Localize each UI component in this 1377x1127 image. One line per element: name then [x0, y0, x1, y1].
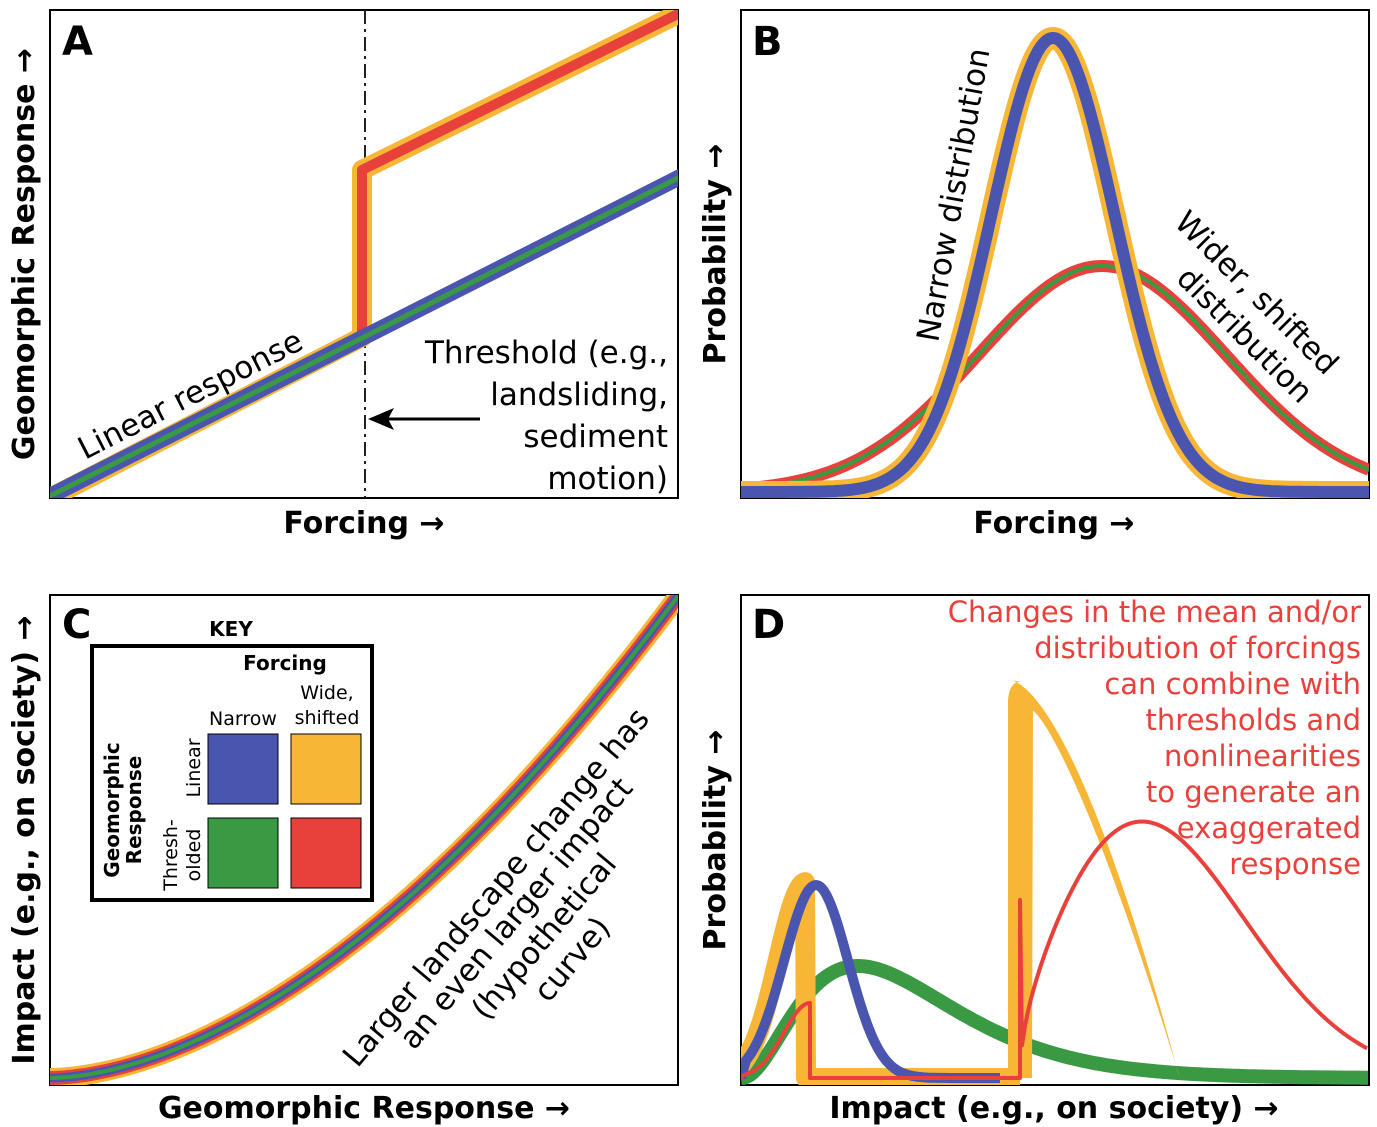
- linear-wide-impact-large: [1008, 680, 1180, 1078]
- threshold-line-2: landsliding,: [490, 377, 668, 413]
- thresholded-wide-impact: [741, 819, 1368, 1080]
- panel-d-ylabel: Probability →: [698, 730, 733, 951]
- panel-a: A Linear response Threshold (e.g., lands…: [7, 9, 679, 541]
- note-line-1: Changes in the mean and/or: [948, 595, 1361, 629]
- key-geomorphic-1: Geomorphic: [100, 742, 124, 877]
- panel-d: D Changes in the mean and/or distributio…: [698, 594, 1370, 1126]
- exaggerated-response-note: Changes in the mean and/or distribution …: [948, 595, 1361, 881]
- panel-b-xlabel: Forcing →: [973, 506, 1134, 541]
- threshold-annotation: Threshold (e.g., landsliding, sediment m…: [424, 335, 668, 497]
- threshold-line-1: Threshold (e.g.,: [424, 335, 668, 371]
- wide-distribution-inner: [741, 264, 1369, 491]
- note-line-7: exaggerated: [1177, 811, 1361, 845]
- panel-c-xlabel: Geomorphic Response →: [158, 1091, 570, 1126]
- key-col-wide-1: Wide,: [300, 682, 353, 704]
- panel-c: C KEY Forcing Narrow Wide, shifted Geomo…: [7, 594, 679, 1126]
- note-line-5: nonlinearities: [1164, 739, 1361, 773]
- key-title: KEY: [209, 617, 253, 641]
- panel-d-frame: [740, 594, 1370, 1086]
- note-line-6: to generate an: [1146, 775, 1361, 809]
- key-swatch-linear-wide: [290, 733, 362, 805]
- key-geomorphic-2: Response: [122, 756, 146, 865]
- panel-b: B Narrow distribution Wider, shifted dis…: [698, 9, 1370, 541]
- panel-b-ylabel: Probability →: [698, 144, 733, 365]
- linear-response-inner: [50, 175, 678, 498]
- key-col-narrow: Narrow: [209, 708, 277, 730]
- key-swatch-thresholded-wide: [290, 817, 362, 889]
- panel-c-ylabel: Impact (e.g., on society) →: [7, 615, 42, 1064]
- threshold-line-3: sediment: [523, 419, 668, 455]
- threshold-line-4: motion): [547, 461, 668, 497]
- key-col-wide-2: shifted: [295, 707, 360, 729]
- threshold-arrow-head: [368, 408, 394, 430]
- note-line-2: distribution of forcings: [1034, 631, 1361, 665]
- key-swatch-thresholded-narrow: [207, 817, 279, 889]
- narrow-distribution-inner: [741, 32, 1369, 498]
- note-line-3: can combine with: [1104, 667, 1361, 701]
- key-row-linear: Linear: [183, 738, 205, 797]
- panel-d-letter: D: [752, 602, 785, 648]
- panel-a-ylabel: Geomorphic Response →: [7, 48, 42, 460]
- key: KEY Forcing Narrow Wide, shifted Geomorp…: [90, 617, 374, 902]
- note-line-8: response: [1229, 847, 1361, 881]
- key-row-thresh-1: Thresh-: [160, 819, 182, 892]
- panel-b-letter: B: [752, 19, 783, 65]
- threshold-arrow: [368, 408, 480, 430]
- panel-d-xlabel: Impact (e.g., on society) →: [829, 1091, 1278, 1126]
- impact-curve-green: [50, 595, 678, 1080]
- note-line-4: thresholds and: [1146, 703, 1361, 737]
- key-row-thresh-2: olded: [183, 829, 205, 882]
- key-swatch-linear-narrow: [207, 733, 279, 805]
- panel-b-frame: [740, 9, 1370, 499]
- key-forcing-header: Forcing: [243, 651, 327, 675]
- panel-a-letter: A: [62, 19, 93, 65]
- panel-c-letter: C: [62, 602, 91, 648]
- panel-a-xlabel: Forcing →: [283, 506, 444, 541]
